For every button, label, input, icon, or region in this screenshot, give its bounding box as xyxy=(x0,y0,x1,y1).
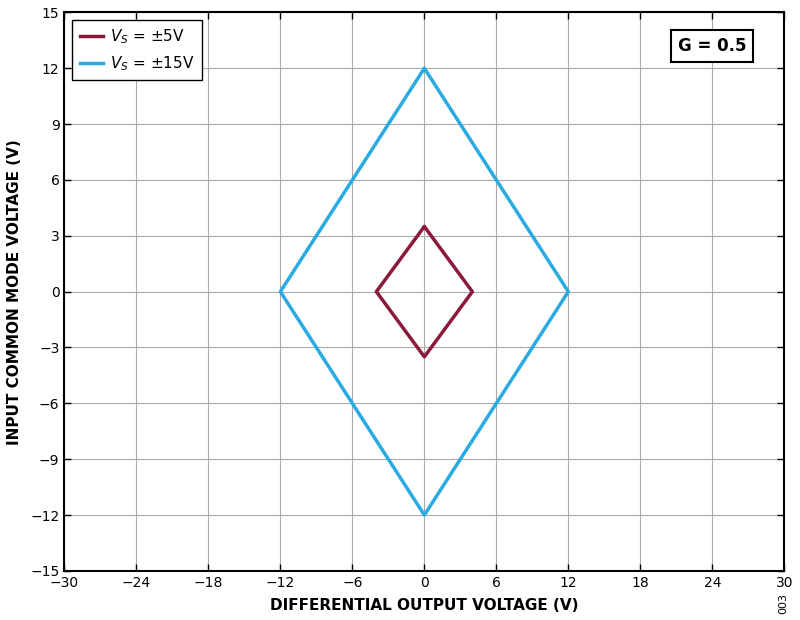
Legend: $V_S$ = ±5V, $V_S$ = ±15V: $V_S$ = ±5V, $V_S$ = ±15V xyxy=(72,20,202,81)
Text: 003: 003 xyxy=(778,593,788,614)
Text: G = 0.5: G = 0.5 xyxy=(678,37,746,55)
X-axis label: DIFFERENTIAL OUTPUT VOLTAGE (V): DIFFERENTIAL OUTPUT VOLTAGE (V) xyxy=(270,598,578,613)
Y-axis label: INPUT COMMON MODE VOLTAGE (V): INPUT COMMON MODE VOLTAGE (V) xyxy=(7,139,22,445)
